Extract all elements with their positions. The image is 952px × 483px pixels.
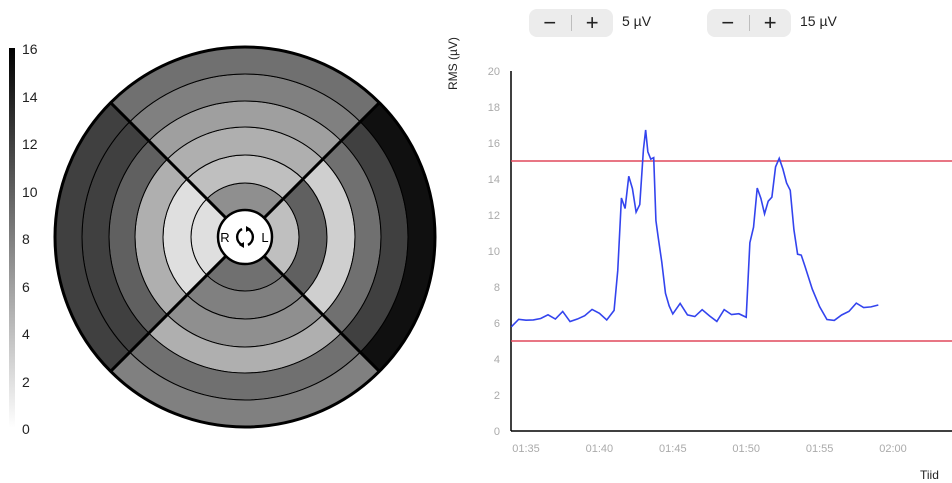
y-tick-label: 8 <box>494 282 500 294</box>
rms-series-line <box>510 129 879 328</box>
y-tick-label: 20 <box>488 66 500 78</box>
right-side-label: R <box>220 230 229 245</box>
quadrant-divider <box>263 255 381 373</box>
colorbar <box>9 48 15 428</box>
x-tick-label: 01:40 <box>586 443 614 455</box>
colorbar-tick-label: 12 <box>22 136 38 152</box>
y-tick-label: 14 <box>488 174 500 186</box>
colorbar-tick-label: 14 <box>22 88 38 105</box>
x-axis-title: Tiid <box>920 468 939 482</box>
y-tick-label: 12 <box>488 210 500 222</box>
x-tick-label: 02:00 <box>879 443 907 455</box>
lower-plus-button[interactable]: + <box>585 10 599 35</box>
colorbar-tick-label: 2 <box>22 373 30 390</box>
x-tick-label: 01:35 <box>512 443 540 455</box>
colorbar-tick-label: 6 <box>22 278 30 295</box>
colorbar-tick-label: 0 <box>22 421 30 437</box>
y-tick-label: 16 <box>488 138 500 150</box>
x-tick-label: 01:45 <box>659 443 687 455</box>
y-tick-label: 18 <box>488 102 500 114</box>
quadrant-divider <box>263 101 381 219</box>
quadrant-divider <box>109 101 227 219</box>
y-tick-label: 10 <box>488 246 500 258</box>
y-tick-label: 0 <box>494 426 500 438</box>
colorbar-tick-label: 10 <box>22 183 38 200</box>
y-tick-label: 2 <box>494 390 500 402</box>
rotate-icon[interactable] <box>235 226 255 248</box>
lower-threshold-control: − + <box>529 9 613 37</box>
colorbar-tick-label: 8 <box>22 231 30 247</box>
quadrant-divider <box>109 255 227 373</box>
y-axis-title: RMS (µV) <box>446 37 460 90</box>
colorbar-tick-label: 16 <box>22 41 38 57</box>
x-tick-label: 01:55 <box>806 443 834 455</box>
upper-plus-button[interactable]: + <box>763 10 777 35</box>
upper-threshold-value: 15 µV <box>800 13 837 29</box>
divider <box>570 15 572 31</box>
upper-threshold-control: − + <box>707 9 791 37</box>
upper-minus-button[interactable]: − <box>721 10 735 35</box>
lower-minus-button[interactable]: − <box>543 10 557 35</box>
lower-threshold-value: 5 µV <box>622 13 652 29</box>
y-tick-label: 6 <box>494 318 500 330</box>
y-tick-label: 4 <box>494 354 500 366</box>
divider <box>748 15 750 31</box>
x-tick-label: 01:50 <box>732 443 760 455</box>
outer-rim <box>53 45 437 429</box>
left-side-label: L <box>261 230 268 245</box>
colorbar-tick-label: 4 <box>22 326 30 342</box>
center-hub <box>216 208 274 266</box>
